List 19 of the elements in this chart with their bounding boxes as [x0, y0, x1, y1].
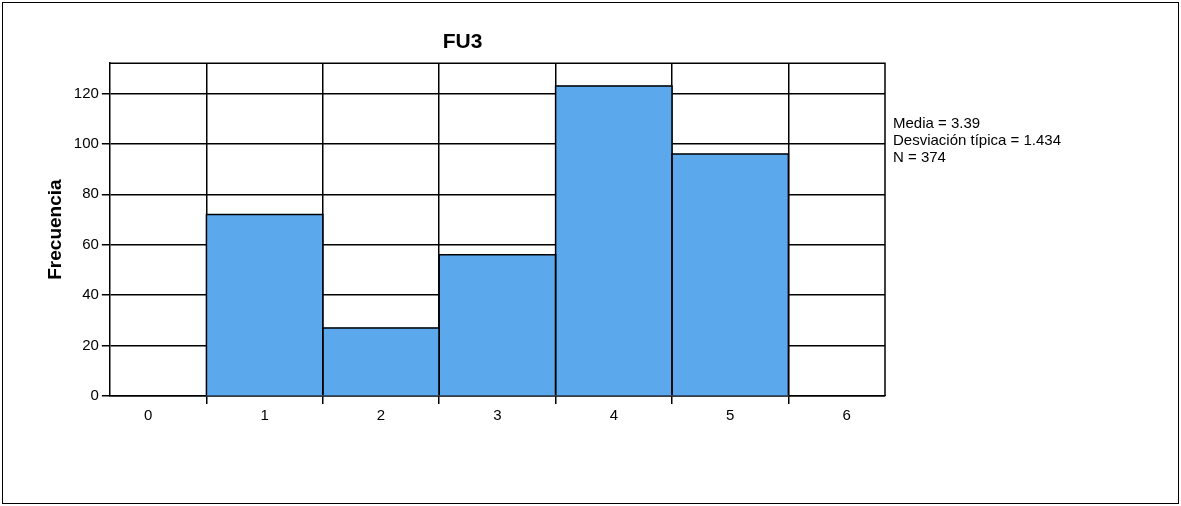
x-tick-label: 0: [144, 406, 153, 424]
x-tick-label: 6: [842, 406, 851, 424]
x-tick-label: 1: [260, 406, 269, 424]
x-tick-label: 4: [609, 406, 618, 424]
y-tick-label: 20: [82, 335, 99, 353]
chart-title: FU3: [442, 29, 483, 53]
x-tick-label: 5: [726, 406, 735, 424]
x-tick-label: 2: [376, 406, 386, 424]
text: N = 374: [893, 148, 947, 165]
y-tick-label: 80: [82, 184, 99, 202]
y-tick-label: 0: [90, 386, 99, 404]
text: Desviación típica = 1.434: [893, 131, 1062, 148]
y-tick-label: 60: [82, 234, 99, 252]
x-tick-label: 3: [493, 406, 502, 424]
y-axis-title: Frecuencia: [43, 179, 65, 280]
text: Media = 3.39: [893, 114, 982, 131]
y-tick-label: 100: [73, 134, 99, 152]
y-tick-label: 40: [82, 285, 99, 303]
y-tick-label: 120: [73, 83, 99, 101]
